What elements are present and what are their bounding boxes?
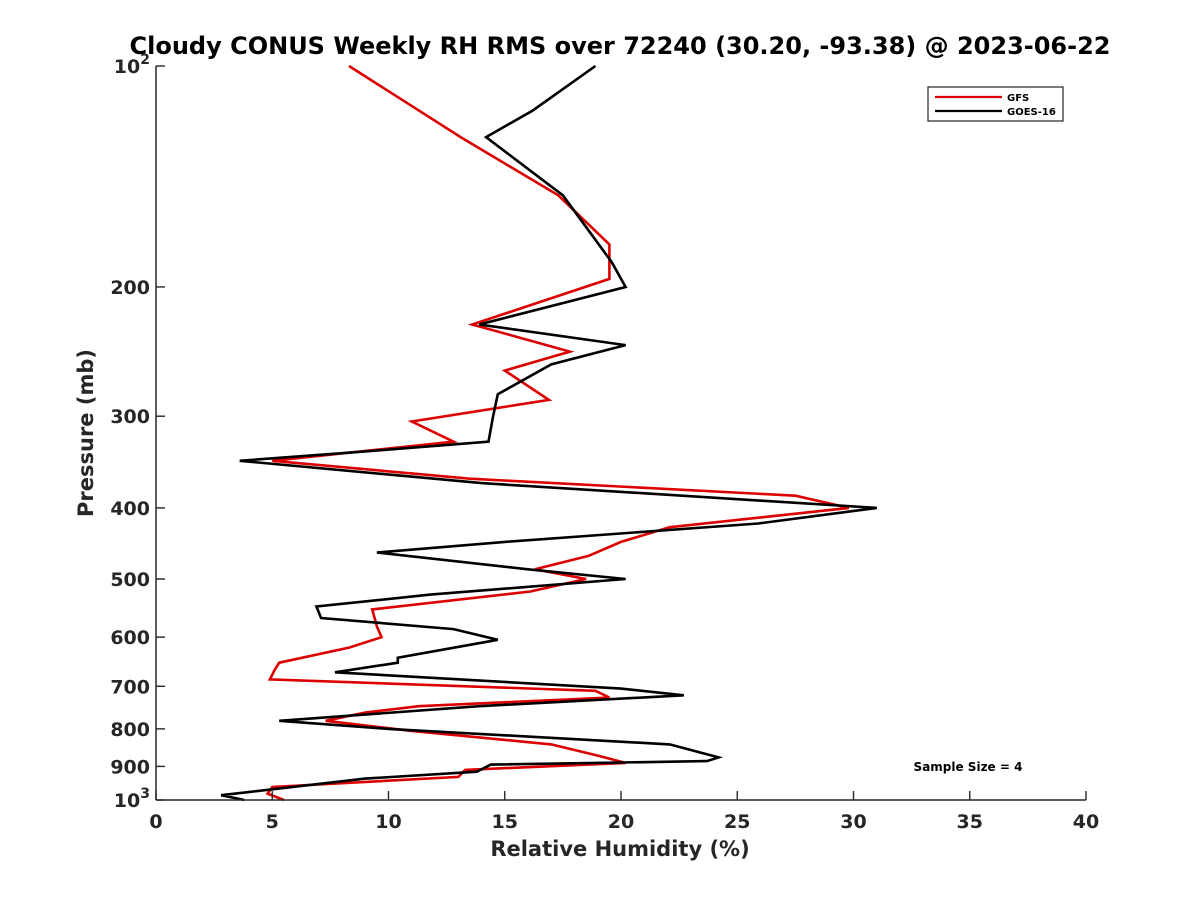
y-tick-label: 600 bbox=[110, 627, 150, 649]
x-axis-ticks: 0 5 10 15 20 25 30 35 40 bbox=[149, 791, 1099, 833]
plot-area: 0 5 10 15 20 25 30 35 40 10220030040050060070080… bbox=[110, 52, 1099, 833]
y-tick-label: 800 bbox=[110, 719, 150, 741]
series-layer bbox=[220, 64, 877, 802]
x-tick-label: 10 bbox=[375, 811, 401, 833]
axes-background bbox=[156, 66, 1086, 800]
y-axis-label: Pressure (mb) bbox=[74, 349, 98, 517]
legend-box bbox=[927, 86, 1064, 122]
series-line-goes-16 bbox=[220, 64, 877, 802]
legend-label-goes-16: GOES-16 bbox=[1007, 107, 1056, 118]
y-tick-label: 700 bbox=[110, 676, 150, 698]
series-line-gfs bbox=[265, 64, 850, 802]
x-tick-label: 5 bbox=[266, 811, 279, 833]
y-tick-label: 500 bbox=[110, 569, 150, 591]
y-tick-label: 300 bbox=[110, 406, 150, 428]
x-axis-label: Relative Humidity (%) bbox=[490, 837, 749, 861]
x-tick-label: 15 bbox=[492, 811, 518, 833]
sample-size-annotation: Sample Size = 4 bbox=[914, 760, 1023, 774]
legend: GFS GOES-16 bbox=[927, 86, 1064, 122]
y-tick-label: 400 bbox=[110, 498, 150, 520]
chart-title: Cloudy CONUS Weekly RH RMS over 72240 (3… bbox=[130, 32, 1111, 60]
x-tick-label: 35 bbox=[957, 811, 983, 833]
x-tick-label: 30 bbox=[840, 811, 866, 833]
y-tick-label: 900 bbox=[110, 756, 150, 778]
y-tick-label: 200 bbox=[110, 277, 150, 299]
x-tick-label: 40 bbox=[1073, 811, 1099, 833]
x-tick-label: 0 bbox=[149, 811, 162, 833]
x-tick-label: 20 bbox=[608, 811, 634, 833]
legend-label-gfs: GFS bbox=[1007, 93, 1029, 104]
x-tick-label: 25 bbox=[724, 811, 750, 833]
